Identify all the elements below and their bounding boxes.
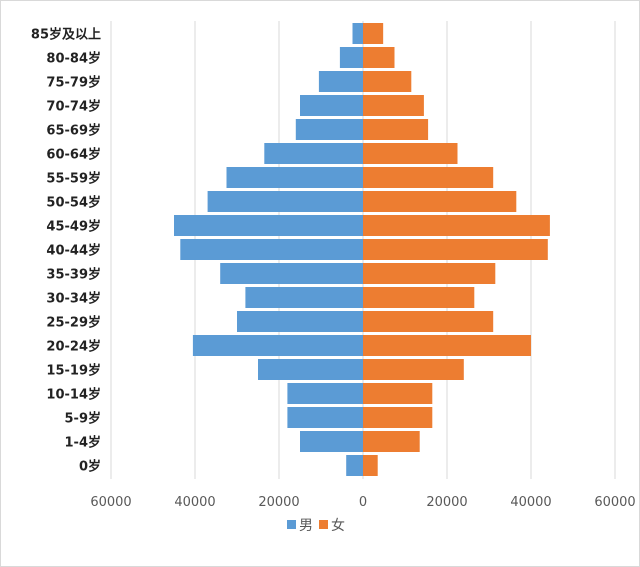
bar-male <box>352 23 363 44</box>
legend-label: 男 <box>299 518 313 534</box>
bar-female <box>363 407 433 428</box>
bar-male <box>180 239 363 260</box>
category-label: 25-29岁 <box>46 315 101 331</box>
bar-male <box>346 455 363 476</box>
category-label: 10-14岁 <box>46 387 101 403</box>
bar-male <box>318 71 363 92</box>
bar-male <box>258 359 363 380</box>
category-label: 80-84岁 <box>46 51 101 67</box>
bar-female <box>363 335 531 356</box>
category-label: 40-44岁 <box>46 243 101 259</box>
x-tick-label: 20000 <box>426 495 467 510</box>
category-label: 35-39岁 <box>46 267 101 283</box>
bar-male <box>287 407 363 428</box>
bar-male <box>300 95 363 116</box>
category-label: 30-34岁 <box>46 291 101 307</box>
category-label: 65-69岁 <box>46 123 101 139</box>
bar-female <box>363 311 494 332</box>
bar-female <box>363 47 395 68</box>
bar-female <box>363 239 548 260</box>
bar-male <box>192 335 363 356</box>
bar-female <box>363 71 412 92</box>
bar-female <box>363 455 378 476</box>
category-label: 45-49岁 <box>46 219 101 235</box>
bar-female <box>363 143 458 164</box>
bar-male <box>264 143 363 164</box>
category-label: 60-64岁 <box>46 147 101 163</box>
bar-female <box>363 215 550 236</box>
bar-female <box>363 23 384 44</box>
category-label: 70-74岁 <box>46 99 101 115</box>
legend: 男女 <box>287 517 345 534</box>
bar-male <box>287 383 363 404</box>
bar-male <box>300 431 363 452</box>
bar-male <box>245 287 363 308</box>
category-label: 85岁及以上 <box>31 27 101 43</box>
category-label: 5-9岁 <box>65 411 102 427</box>
category-labels: 0岁 1-4岁 5-9岁 10-14岁 15-19岁 20-24岁 25-29岁 30-34岁… <box>31 27 101 475</box>
legend-label: 女 <box>331 517 345 534</box>
bar-male <box>226 167 363 188</box>
bar-female <box>363 191 517 212</box>
category-label: 1-4岁 <box>65 435 102 451</box>
bar-female <box>363 359 464 380</box>
x-tick-label: 40000 <box>510 495 551 510</box>
bar-male <box>295 119 363 140</box>
bar-female <box>363 95 424 116</box>
bar-female <box>363 383 433 404</box>
x-tick-label: 60000 <box>90 495 131 510</box>
category-label: 0岁 <box>79 459 101 475</box>
bar-male <box>220 263 363 284</box>
bar-male <box>237 311 363 332</box>
category-label: 15-19岁 <box>46 363 101 379</box>
bar-female <box>363 431 420 452</box>
bar-male <box>339 47 363 68</box>
category-label: 20-24岁 <box>46 339 101 355</box>
category-label: 50-54岁 <box>46 195 101 211</box>
x-tick-label: 40000 <box>174 495 215 510</box>
x-tick-label: 60000 <box>594 495 635 510</box>
category-label: 55-59岁 <box>46 171 101 187</box>
category-label: 75-79岁 <box>46 75 101 91</box>
legend-swatch <box>287 520 296 529</box>
bar-female <box>363 119 429 140</box>
bar-male <box>207 191 363 212</box>
bar-female <box>363 263 496 284</box>
x-tick-label: 0 <box>359 495 367 510</box>
x-axis-tick-labels: 60000 40000 20000 0 20000 40000 60000 <box>90 495 635 510</box>
bar-male <box>174 215 363 236</box>
bar-female <box>363 167 494 188</box>
legend-swatch <box>319 520 328 529</box>
x-tick-label: 20000 <box>258 495 299 510</box>
bars <box>174 23 550 476</box>
bar-female <box>363 287 475 308</box>
